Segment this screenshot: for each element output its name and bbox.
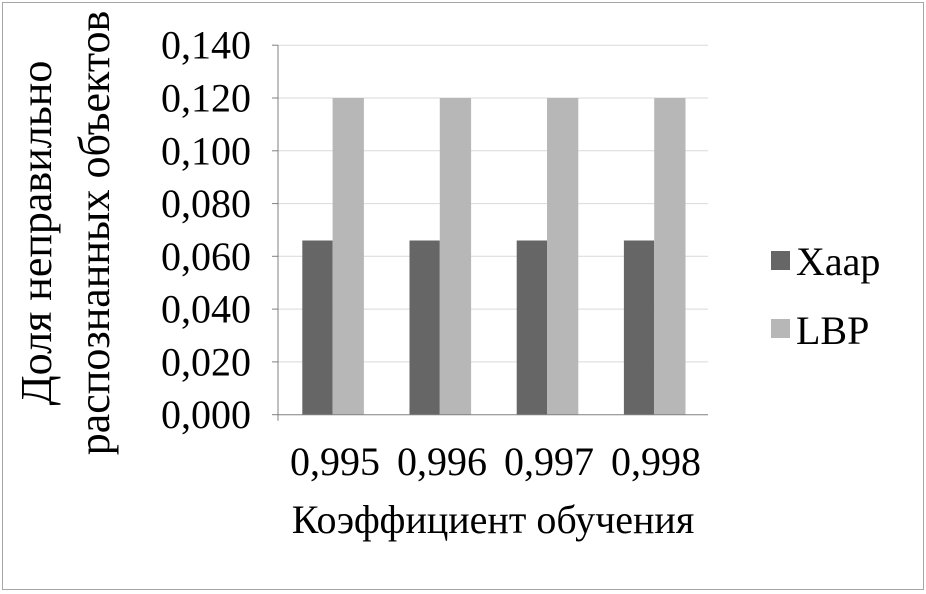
svg-text:0,120: 0,120 [161, 76, 251, 121]
svg-text:0,080: 0,080 [161, 181, 251, 226]
svg-text:0,140: 0,140 [161, 23, 251, 68]
svg-text:LBP: LBP [796, 308, 869, 353]
svg-text:0,997: 0,997 [504, 439, 594, 484]
svg-text:0,000: 0,000 [161, 392, 251, 437]
svg-text:0,995: 0,995 [290, 439, 380, 484]
svg-text:0,100: 0,100 [161, 128, 251, 173]
svg-text:0,020: 0,020 [161, 339, 251, 384]
svg-text:Коэффициент обучения: Коэффициент обучения [292, 497, 694, 542]
svg-text:Доля неправильно: Доля неправильно [12, 61, 61, 406]
svg-text:распознанных объектов: распознанных объектов [70, 11, 119, 456]
svg-text:0,996: 0,996 [397, 439, 487, 484]
svg-text:0,040: 0,040 [161, 287, 251, 332]
svg-text:0,060: 0,060 [161, 234, 251, 279]
svg-text:0,998: 0,998 [611, 439, 701, 484]
svg-text:Хаар: Хаар [796, 239, 880, 284]
